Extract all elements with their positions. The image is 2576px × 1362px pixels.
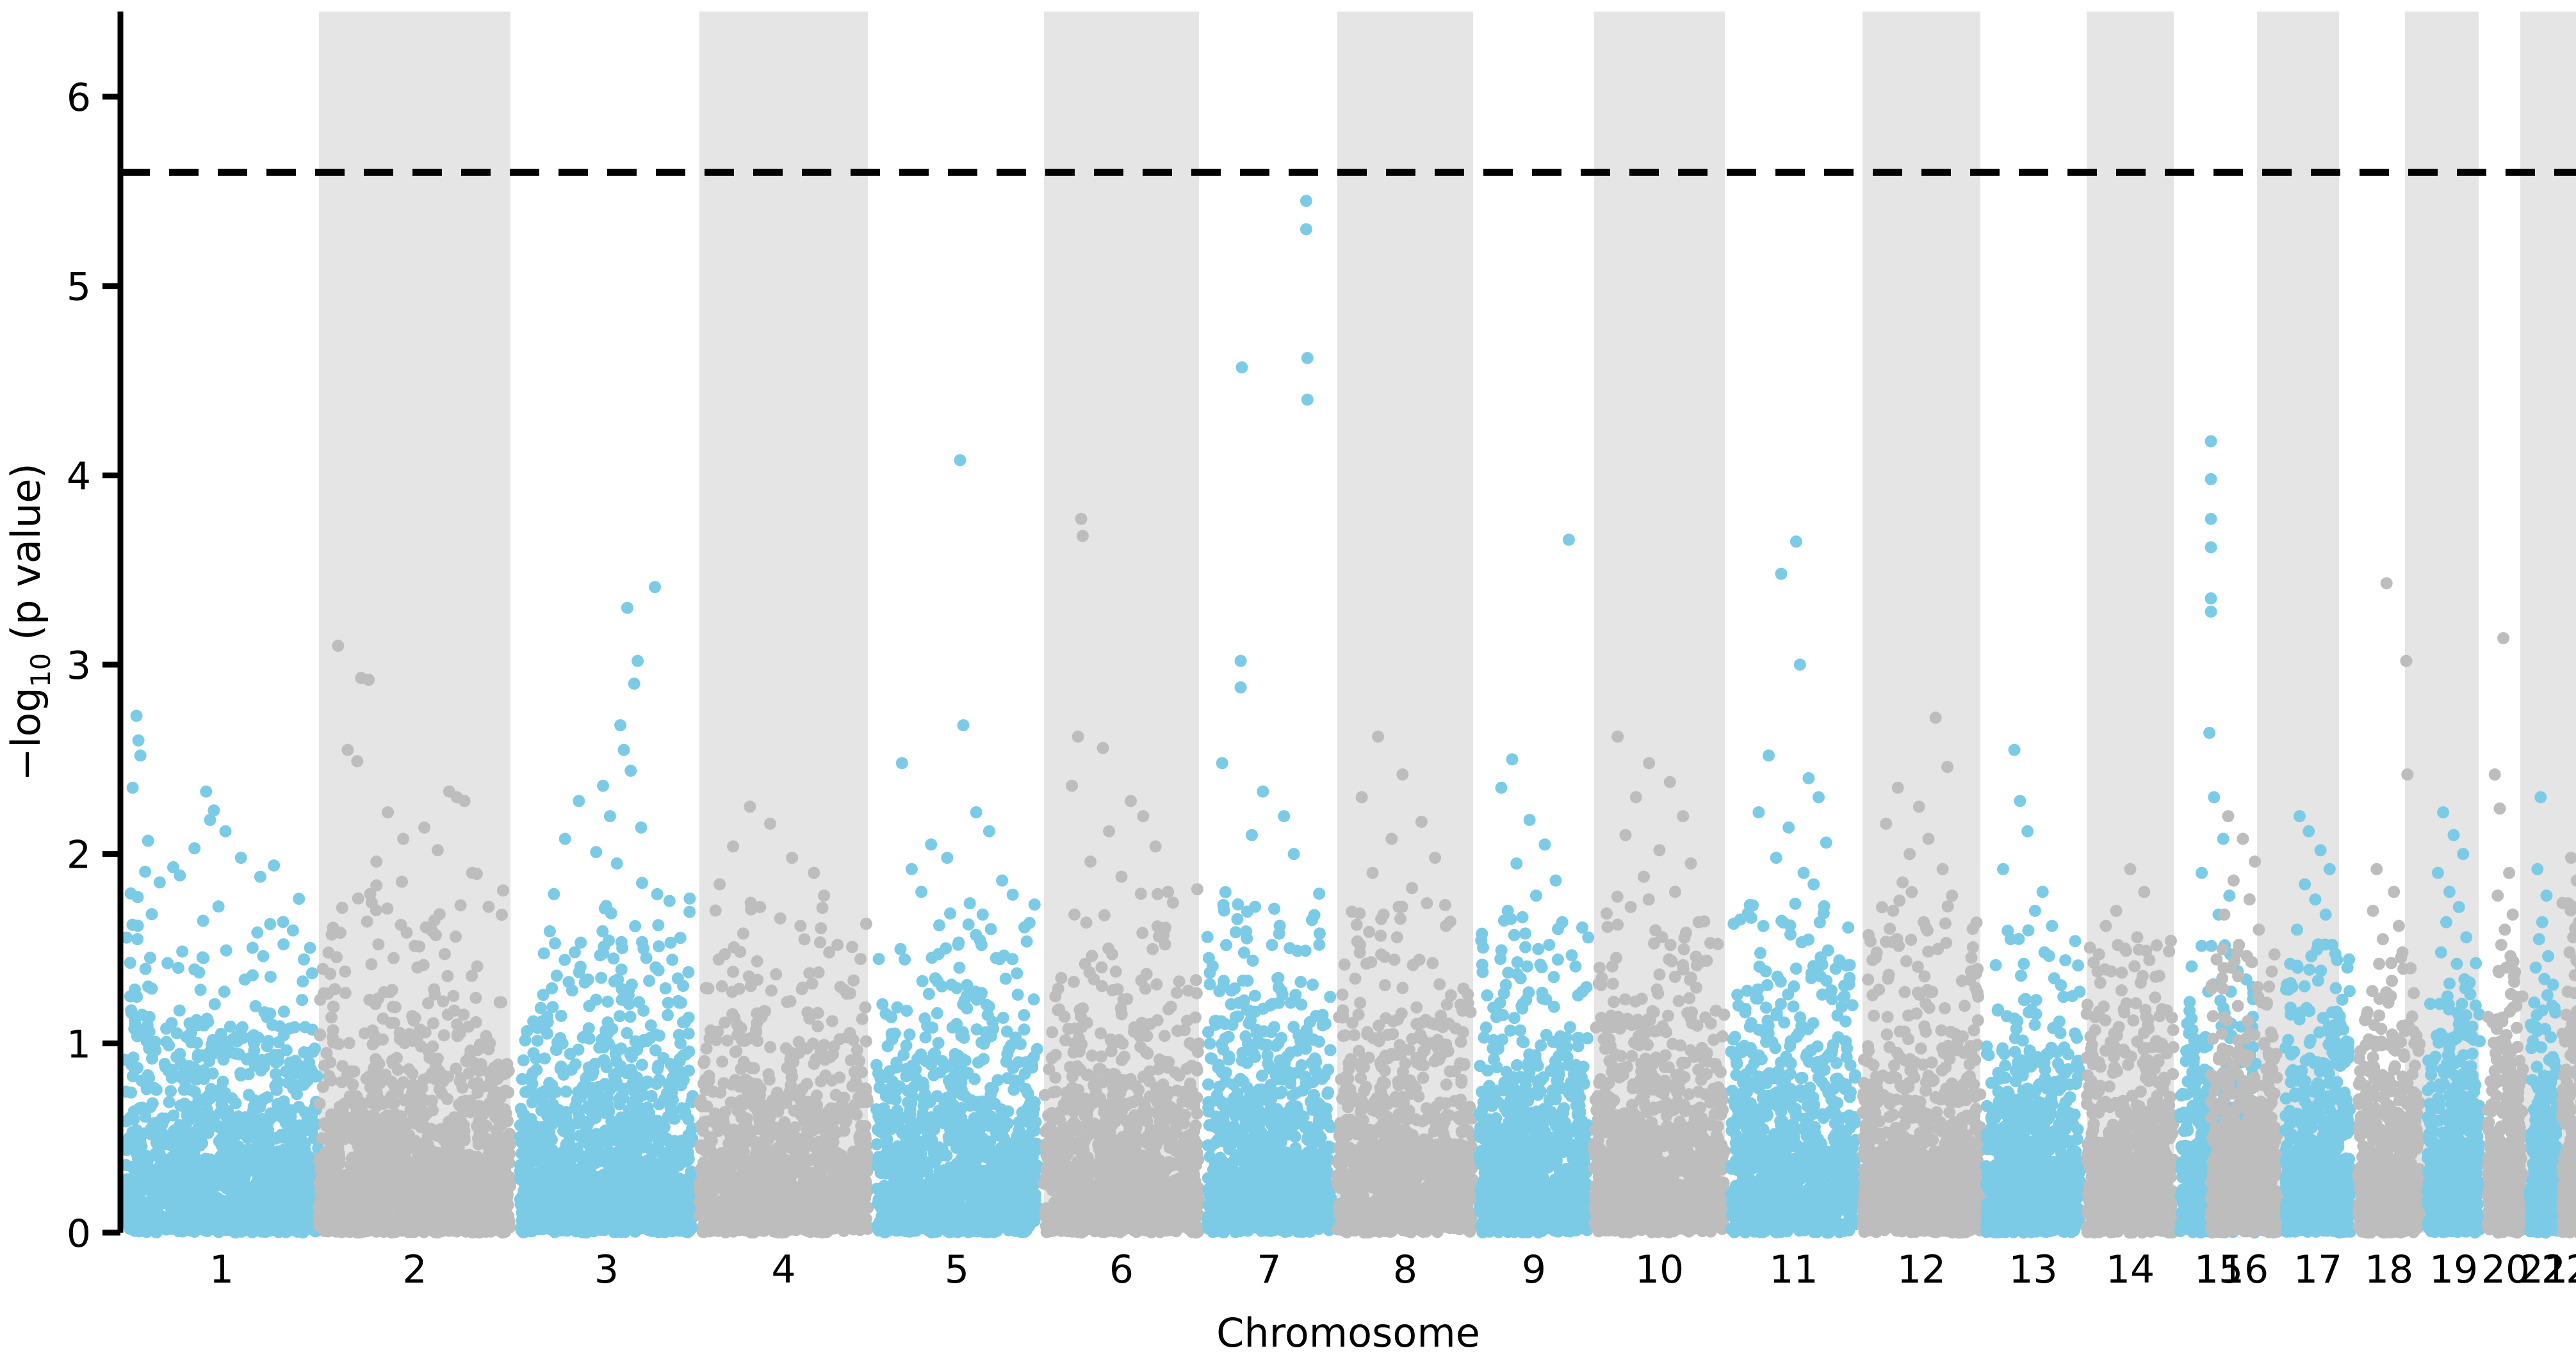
x-tick-label-chr14: 14 (2106, 1247, 2155, 1292)
points-chr5 (870, 454, 1044, 1239)
points-chr18 (2352, 577, 2426, 1239)
x-tick-label-chr6: 6 (1109, 1247, 1134, 1292)
snp-points-layer (118, 195, 2576, 1239)
points-chr8 (1331, 730, 1480, 1239)
x-tick-label-chr19: 19 (2429, 1247, 2478, 1292)
x-tick-label-chr9: 9 (1522, 1247, 1546, 1292)
points-chr1 (118, 709, 325, 1239)
y-tick-label-0: 0 (67, 1212, 91, 1256)
y-tick-label-2: 2 (67, 833, 91, 878)
x-tick-label-chr20: 20 (2481, 1247, 2530, 1292)
chromosome-band-4 (699, 12, 868, 1233)
points-chr22 (2556, 852, 2576, 1238)
points-chr2 (313, 640, 516, 1239)
axis-titles: Chromosome −log10 (p value) (3, 463, 1480, 1356)
points-chr14 (2080, 863, 2180, 1239)
x-tick-label-chr18: 18 (2365, 1247, 2413, 1292)
points-chr9 (1473, 533, 1595, 1239)
y-tick-label-1: 1 (67, 1022, 91, 1067)
x-tick-label-chr1: 1 (209, 1247, 234, 1292)
y-tick-label-5: 5 (67, 265, 91, 310)
x-tick-label-chr13: 13 (2009, 1247, 2057, 1292)
x-axis-ticks: 12345678910111213141516171819202122 (209, 1247, 2576, 1292)
y-tick-label-6: 6 (67, 76, 91, 120)
x-tick-label-chr8: 8 (1393, 1247, 1417, 1292)
x-tick-label-chr16: 16 (2220, 1247, 2269, 1292)
x-tick-label-chr17: 17 (2294, 1247, 2342, 1292)
points-chr19 (2421, 806, 2486, 1239)
points-chr10 (1588, 730, 1731, 1239)
x-tick-label-chr2: 2 (402, 1247, 427, 1292)
points-chr12 (1856, 711, 1987, 1239)
x-tick-label-chr22: 22 (2541, 1247, 2576, 1292)
x-tick-label-chr5: 5 (945, 1247, 969, 1292)
x-tick-label-chr11: 11 (1769, 1247, 1818, 1292)
x-axis-title: Chromosome (1216, 1309, 1480, 1356)
points-chr11 (1725, 535, 1863, 1239)
y-axis-title: −log10 (p value) (3, 463, 56, 781)
points-chr7 (1201, 195, 1337, 1239)
y-axis: 0 1 2 3 4 5 6 (67, 12, 124, 1256)
points-chr13 (1980, 743, 2087, 1239)
x-tick-label-chr7: 7 (1257, 1247, 1281, 1292)
chromosome-band-14 (2087, 12, 2174, 1233)
chromosome-shaded-bands (319, 12, 2576, 1233)
x-tick-label-chr15: 15 (2194, 1247, 2243, 1292)
chromosome-band-6 (1044, 12, 1199, 1233)
points-chr6 (1038, 512, 1205, 1239)
x-tick-label-chr12: 12 (1897, 1247, 1946, 1292)
y-tick-label-3: 3 (67, 644, 91, 688)
points-chr17 (2279, 810, 2357, 1239)
x-tick-label-chr10: 10 (1635, 1247, 1684, 1292)
points-chr16_pts (2205, 810, 2284, 1239)
x-tick-label-chr3: 3 (594, 1247, 619, 1292)
y-tick-label-4: 4 (67, 454, 91, 499)
x-tick-label-chr21: 21 (2519, 1247, 2568, 1292)
points-chr4 (693, 800, 874, 1239)
points-chr3 (514, 581, 699, 1239)
x-tick-label-chr4: 4 (771, 1247, 795, 1292)
